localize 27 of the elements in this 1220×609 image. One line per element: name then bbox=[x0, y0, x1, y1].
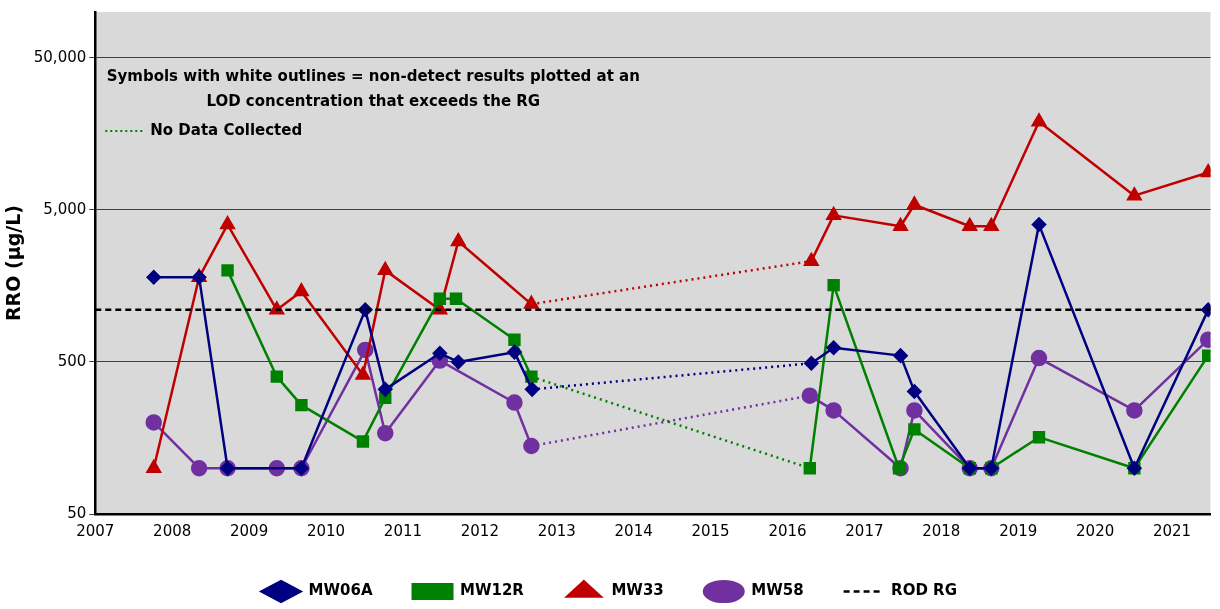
x-tick-label: 2011 bbox=[383, 521, 423, 540]
legend-label: MW06A bbox=[308, 581, 373, 600]
x-tick-label: 2018 bbox=[922, 521, 961, 540]
y-tick-label: 50 bbox=[67, 503, 87, 522]
x-tick-label: 2010 bbox=[306, 521, 346, 540]
x-tick-label: 2021 bbox=[1152, 521, 1192, 540]
legend-label: MW58 bbox=[751, 581, 804, 600]
x-tick-label: 2008 bbox=[153, 521, 192, 540]
x-tick-label: 2019 bbox=[999, 521, 1038, 540]
x-tick-label: 2017 bbox=[845, 521, 884, 540]
x-tick-label: 2013 bbox=[537, 521, 576, 540]
x-tick-label: 2016 bbox=[768, 521, 807, 540]
annotation: Symbols with white outlines = non-detect results plotted at an LOD concentration that exceeds the RG bbox=[106, 66, 640, 110]
y-axis-title: RRO (µg/L) bbox=[2, 204, 25, 322]
y-tick-label: 5,000 bbox=[43, 199, 87, 218]
legend-label: ROD RG bbox=[891, 581, 957, 600]
legend-label: MW12R bbox=[460, 581, 525, 600]
legend-label: MW33 bbox=[611, 581, 664, 600]
annotation: No Data Collected bbox=[150, 120, 303, 139]
y-tick-label: 500 bbox=[57, 351, 87, 370]
x-tick-label: 2015 bbox=[691, 521, 730, 540]
y-tick-label: 50,000 bbox=[33, 47, 87, 66]
x-tick-label: 2020 bbox=[1076, 521, 1115, 540]
x-tick-label: 2012 bbox=[460, 521, 499, 540]
x-tick-label: 2009 bbox=[230, 521, 269, 540]
x-tick-label: 2014 bbox=[614, 521, 653, 540]
x-tick-label: 2007 bbox=[76, 521, 115, 540]
